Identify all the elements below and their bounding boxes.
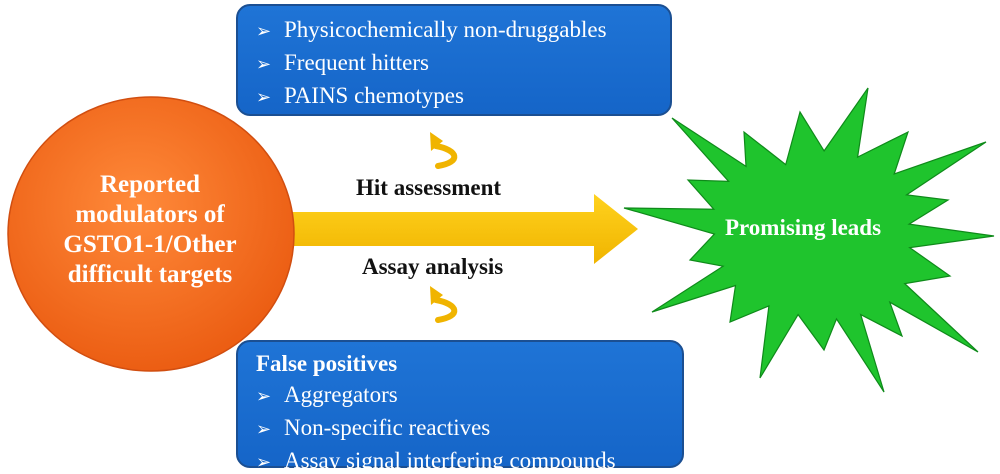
arrow-bullet-icon: ➢ bbox=[256, 87, 272, 108]
arrow-bullet-icon: ➢ bbox=[256, 419, 272, 440]
false-positives-box: False positives ➢ Aggregators ➢ Non-specif… bbox=[236, 340, 684, 473]
arrow-bullet-icon: ➢ bbox=[256, 54, 272, 75]
list-item: ➢ Non-specific reactives bbox=[256, 412, 682, 445]
list-item: ➢ PAINS chemotypes bbox=[256, 80, 670, 113]
curved-arrow-icon bbox=[430, 286, 458, 323]
non-druggables-box: ➢ Physicochemically non-druggables ➢ Frequ… bbox=[236, 4, 672, 116]
main-arrow bbox=[268, 194, 638, 264]
arrow-bullet-icon: ➢ bbox=[256, 386, 272, 407]
hit-assessment-label: Hit assessment bbox=[356, 175, 502, 200]
arrow-bullet-icon: ➢ bbox=[256, 452, 272, 473]
list-item: ➢ Frequent hitters bbox=[256, 47, 670, 80]
box-title: False positives bbox=[256, 351, 398, 376]
star-label: Promising leads bbox=[724, 215, 882, 240]
assay-analysis-label: Assay analysis bbox=[362, 254, 504, 279]
circle-label: Reported modulators of GSTO1-1/Other dif… bbox=[63, 171, 237, 288]
green-starburst bbox=[623, 87, 995, 393]
list-item: ➢ Aggregators bbox=[256, 379, 682, 412]
curved-arrow-icon bbox=[430, 132, 458, 169]
arrow-bullet-icon: ➢ bbox=[256, 21, 272, 42]
list-item: ➢ Physicochemically non-druggables bbox=[256, 14, 670, 47]
orange-circle bbox=[7, 96, 295, 372]
list-item: ➢ Assay signal interfering compounds bbox=[256, 445, 682, 474]
